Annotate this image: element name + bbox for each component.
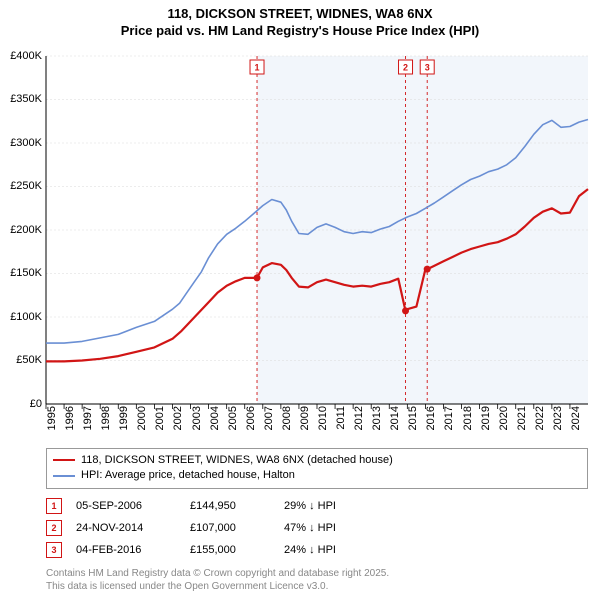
svg-text:1: 1 bbox=[255, 62, 260, 72]
y-axis-labels: £0£50K£100K£150K£200K£250K£300K£350K£400… bbox=[2, 44, 42, 404]
sale-date: 04-FEB-2016 bbox=[76, 544, 176, 556]
y-tick-label: £100K bbox=[10, 311, 42, 323]
legend-item: 118, DICKSON STREET, WIDNES, WA8 6NX (de… bbox=[53, 453, 581, 468]
svg-text:2: 2 bbox=[403, 62, 408, 72]
x-tick-label: 2002 bbox=[172, 406, 184, 430]
y-tick-label: £250K bbox=[10, 180, 42, 192]
x-tick-label: 2023 bbox=[552, 406, 564, 430]
sale-pct: 29% ↓ HPI bbox=[284, 500, 394, 512]
y-tick-label: £350K bbox=[10, 93, 42, 105]
attribution-line-2: This data is licensed under the Open Gov… bbox=[46, 580, 588, 593]
x-tick-label: 2012 bbox=[353, 406, 365, 430]
sale-price: £155,000 bbox=[190, 544, 270, 556]
svg-text:3: 3 bbox=[425, 62, 430, 72]
sale-pct: 24% ↓ HPI bbox=[284, 544, 394, 556]
legend-box: 118, DICKSON STREET, WIDNES, WA8 6NX (de… bbox=[46, 448, 588, 489]
x-tick-label: 2019 bbox=[480, 406, 492, 430]
x-axis-labels: 1995 1996 1997 1998 1999 2000 2001 2002 2003 2004… bbox=[46, 406, 588, 444]
y-tick-label: £300K bbox=[10, 137, 42, 149]
sales-table: 1 05-SEP-2006 £144,950 29% ↓ HPI 2 24-NOV-201… bbox=[46, 495, 588, 561]
sale-price: £107,000 bbox=[190, 522, 270, 534]
y-tick-label: £150K bbox=[10, 267, 42, 279]
attribution-line-1: Contains HM Land Registry data © Crown c… bbox=[46, 567, 588, 580]
y-tick-label: £0 bbox=[30, 398, 42, 410]
attribution: Contains HM Land Registry data © Crown c… bbox=[46, 567, 588, 593]
x-tick-label: 2015 bbox=[407, 406, 419, 430]
x-tick-label: 1995 bbox=[46, 406, 58, 430]
x-tick-label: 2013 bbox=[371, 406, 383, 430]
sale-marker-box: 1 bbox=[46, 498, 62, 514]
legend-swatch bbox=[53, 475, 75, 477]
x-tick-label: 1998 bbox=[100, 406, 112, 430]
chart-title: 118, DICKSON STREET, WIDNES, WA8 6NX Pri… bbox=[0, 0, 600, 40]
title-line-2: Price paid vs. HM Land Registry's House … bbox=[10, 23, 590, 40]
x-tick-label: 1996 bbox=[64, 406, 76, 430]
x-tick-label: 2016 bbox=[425, 406, 437, 430]
x-tick-label: 2014 bbox=[389, 406, 401, 430]
chart-container: 118, DICKSON STREET, WIDNES, WA8 6NX Pri… bbox=[0, 0, 600, 590]
x-tick-label: 2021 bbox=[516, 406, 528, 430]
x-tick-label: 2004 bbox=[209, 406, 221, 430]
y-tick-label: £400K bbox=[10, 50, 42, 62]
x-tick-label: 2017 bbox=[443, 406, 455, 430]
sale-date: 24-NOV-2014 bbox=[76, 522, 176, 534]
x-tick-label: 2020 bbox=[498, 406, 510, 430]
legend-label: HPI: Average price, detached house, Halt… bbox=[81, 468, 295, 483]
x-tick-label: 2003 bbox=[191, 406, 203, 430]
x-tick-label: 2024 bbox=[570, 406, 582, 430]
y-tick-label: £50K bbox=[16, 354, 42, 366]
chart-svg: 1 2 3 bbox=[46, 44, 588, 404]
x-tick-label: 2009 bbox=[299, 406, 311, 430]
sale-marker-box: 3 bbox=[46, 542, 62, 558]
x-tick-label: 2000 bbox=[136, 406, 148, 430]
x-tick-label: 2018 bbox=[462, 406, 474, 430]
legend-label: 118, DICKSON STREET, WIDNES, WA8 6NX (de… bbox=[81, 453, 393, 468]
x-tick-label: 2005 bbox=[227, 406, 239, 430]
legend-item: HPI: Average price, detached house, Halt… bbox=[53, 468, 581, 483]
title-line-1: 118, DICKSON STREET, WIDNES, WA8 6NX bbox=[10, 6, 590, 23]
y-tick-label: £200K bbox=[10, 224, 42, 236]
x-tick-label: 2008 bbox=[281, 406, 293, 430]
legend-swatch bbox=[53, 459, 75, 461]
x-tick-label: 2022 bbox=[534, 406, 546, 430]
x-tick-label: 2010 bbox=[317, 406, 329, 430]
sale-pct: 47% ↓ HPI bbox=[284, 522, 394, 534]
sales-row: 1 05-SEP-2006 £144,950 29% ↓ HPI bbox=[46, 495, 588, 517]
x-tick-label: 2007 bbox=[263, 406, 275, 430]
sale-date: 05-SEP-2006 bbox=[76, 500, 176, 512]
sales-row: 2 24-NOV-2014 £107,000 47% ↓ HPI bbox=[46, 517, 588, 539]
x-tick-label: 1999 bbox=[118, 406, 130, 430]
chart-plot-area: £0£50K£100K£150K£200K£250K£300K£350K£400… bbox=[46, 44, 588, 404]
sale-marker-box: 2 bbox=[46, 520, 62, 536]
sales-row: 3 04-FEB-2016 £155,000 24% ↓ HPI bbox=[46, 539, 588, 561]
x-tick-label: 2011 bbox=[335, 406, 347, 430]
x-tick-label: 1997 bbox=[82, 406, 94, 430]
x-tick-label: 2006 bbox=[245, 406, 257, 430]
sale-price: £144,950 bbox=[190, 500, 270, 512]
x-tick-label: 2001 bbox=[154, 406, 166, 430]
